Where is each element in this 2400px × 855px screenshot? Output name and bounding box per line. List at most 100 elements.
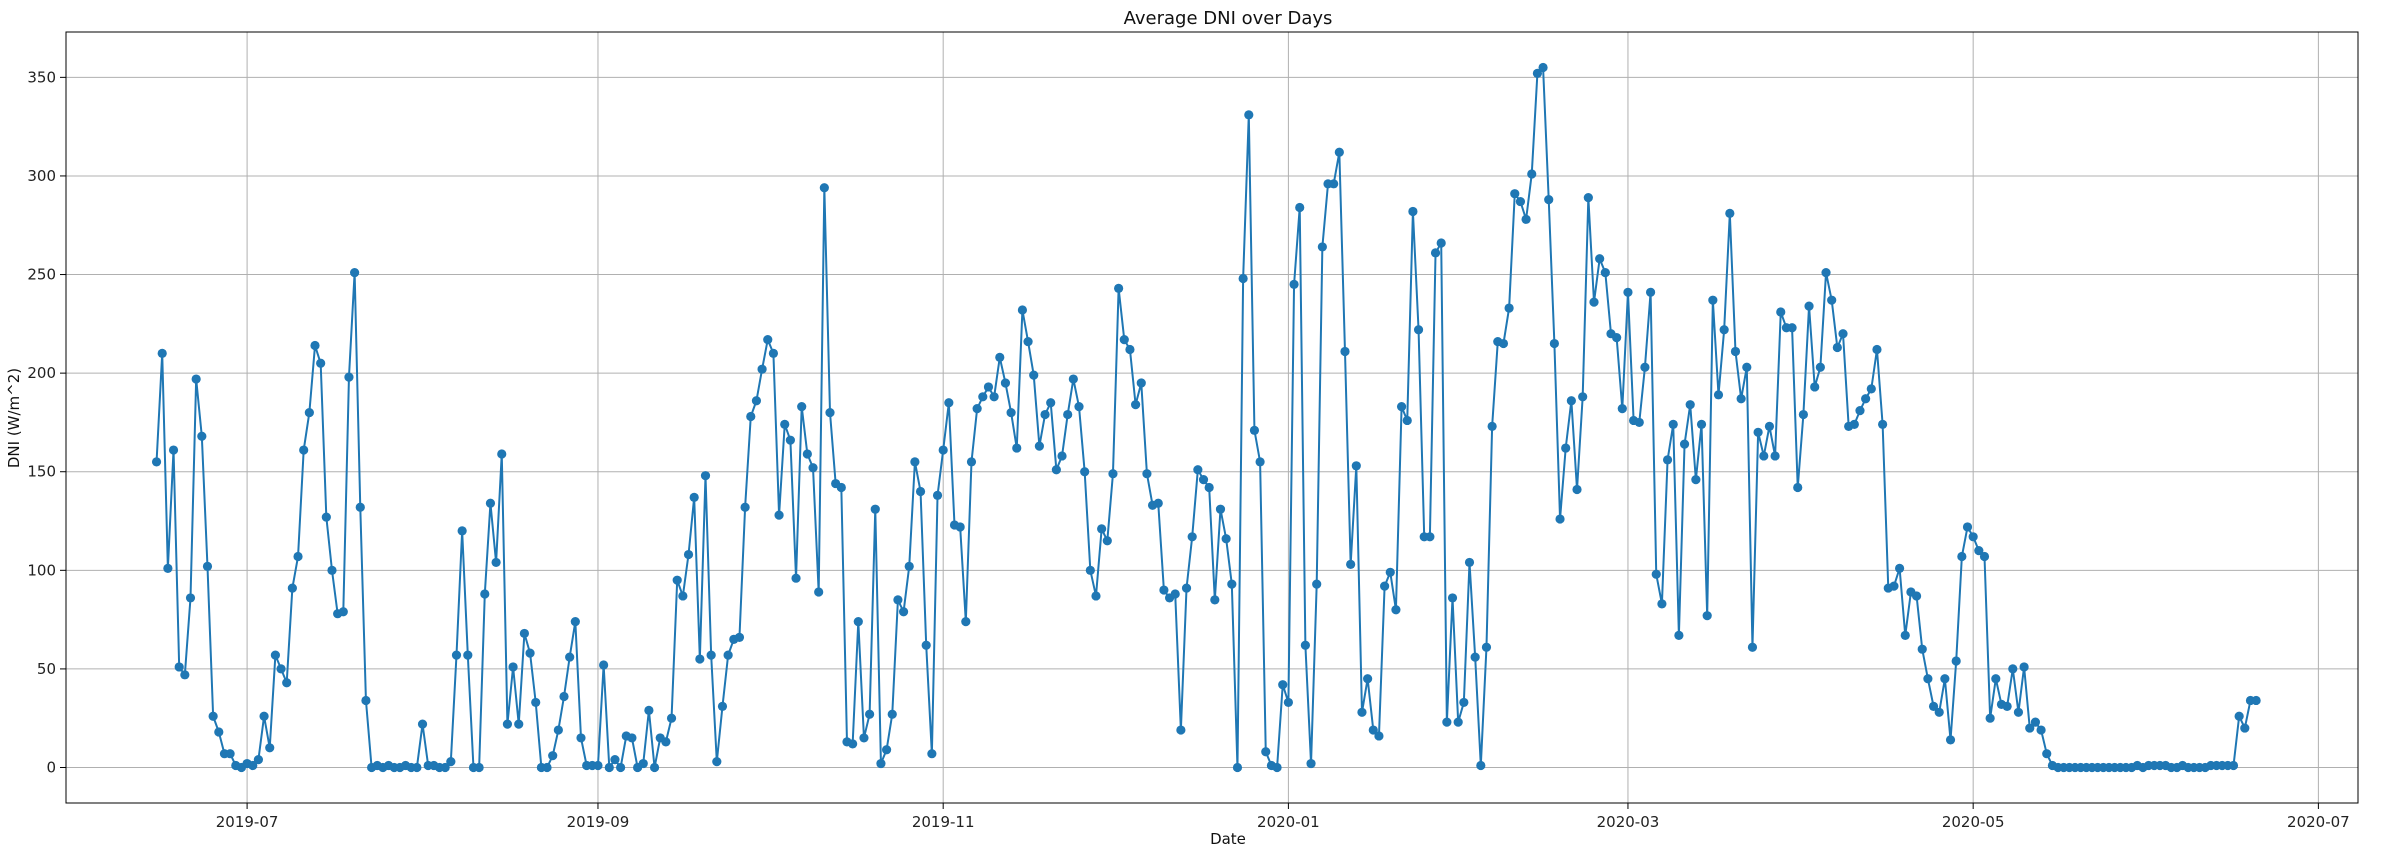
data-point xyxy=(1097,524,1107,534)
data-point xyxy=(780,419,790,429)
data-point xyxy=(480,589,490,599)
data-point xyxy=(1413,325,1424,335)
data-point xyxy=(1510,189,1520,199)
data-point xyxy=(1521,214,1531,224)
data-point xyxy=(746,411,756,422)
data-point xyxy=(1793,482,1803,493)
data-point xyxy=(1470,652,1480,662)
data-point xyxy=(740,502,750,512)
data-point xyxy=(1878,419,1888,429)
data-point xyxy=(723,650,733,660)
data-point xyxy=(1549,338,1559,349)
data-point xyxy=(1272,762,1282,773)
data-point xyxy=(2251,695,2261,706)
data-point xyxy=(700,471,711,481)
data-point xyxy=(355,502,365,512)
x-tick-label: 2019-07 xyxy=(216,813,279,831)
data-point xyxy=(1798,409,1808,420)
data-point xyxy=(151,457,162,467)
data-point xyxy=(1804,301,1814,311)
data-point xyxy=(672,575,682,585)
chart-title: Average DNI over Days xyxy=(1124,8,1333,29)
data-point xyxy=(1612,333,1622,343)
data-point xyxy=(1232,762,1243,773)
data-point xyxy=(1289,279,1299,289)
data-point xyxy=(1249,425,1260,435)
data-point xyxy=(825,407,835,418)
data-point xyxy=(1464,557,1475,568)
data-point xyxy=(1363,674,1373,684)
data-point xyxy=(808,463,818,473)
data-point xyxy=(1131,400,1141,410)
data-point xyxy=(1425,532,1435,542)
data-point xyxy=(972,404,982,414)
data-point xyxy=(627,733,637,743)
data-point xyxy=(1679,439,1690,449)
data-point xyxy=(1193,465,1203,475)
data-point xyxy=(1198,475,1209,485)
data-point xyxy=(1227,579,1237,589)
data-point xyxy=(514,719,524,729)
data-point xyxy=(1300,640,1310,650)
data-point xyxy=(1945,735,1956,745)
data-point xyxy=(1595,254,1605,264)
data-point xyxy=(898,607,909,617)
data-point xyxy=(932,490,943,500)
data-point xyxy=(576,733,586,743)
data-point xyxy=(2019,662,2029,672)
data-point xyxy=(553,725,563,735)
data-point xyxy=(1696,419,1707,429)
data-point xyxy=(1685,400,1695,410)
data-point xyxy=(938,445,948,455)
data-point xyxy=(293,551,303,562)
data-point xyxy=(1215,504,1226,514)
data-point xyxy=(1017,305,1028,315)
data-point xyxy=(1091,591,1101,601)
data-point xyxy=(1430,248,1441,258)
data-point xyxy=(1645,287,1656,297)
data-point xyxy=(1691,475,1701,485)
data-point xyxy=(446,756,456,767)
data-point xyxy=(1889,581,1899,591)
data-point xyxy=(1968,532,1978,542)
data-point xyxy=(848,739,858,749)
data-point xyxy=(1102,536,1112,546)
data-point xyxy=(225,749,235,759)
data-point xyxy=(265,743,275,753)
data-point xyxy=(1125,344,1135,355)
data-point xyxy=(1832,342,1842,353)
data-point xyxy=(474,762,484,773)
data-point xyxy=(248,760,258,771)
data-point xyxy=(1838,329,1848,339)
x-tick-label: 2020-03 xyxy=(1597,813,1660,831)
data-point xyxy=(2240,723,2250,733)
data-point xyxy=(734,632,745,642)
data-point xyxy=(904,561,914,571)
data-point xyxy=(1306,758,1316,769)
data-point xyxy=(1181,583,1192,593)
data-point xyxy=(1725,208,1735,219)
data-point xyxy=(1951,656,1961,666)
data-point xyxy=(1849,419,1859,429)
data-point xyxy=(1063,409,1073,420)
data-point xyxy=(1080,467,1090,477)
data-point xyxy=(1374,731,1384,741)
data-point xyxy=(791,573,801,583)
data-point xyxy=(616,762,626,773)
y-tick-label: 0 xyxy=(46,759,56,777)
data-point xyxy=(859,733,869,743)
data-point xyxy=(457,526,467,536)
data-point xyxy=(1617,404,1627,414)
data-point xyxy=(321,512,331,522)
data-point xyxy=(276,664,286,674)
data-point xyxy=(548,751,558,761)
data-point xyxy=(2042,749,2052,759)
data-point xyxy=(689,492,699,502)
data-point xyxy=(1459,697,1469,708)
data-point xyxy=(927,749,937,759)
data-point xyxy=(270,650,280,660)
y-tick-label: 350 xyxy=(27,68,56,86)
x-tick-label: 2020-01 xyxy=(1257,813,1320,831)
data-point xyxy=(1730,346,1741,357)
